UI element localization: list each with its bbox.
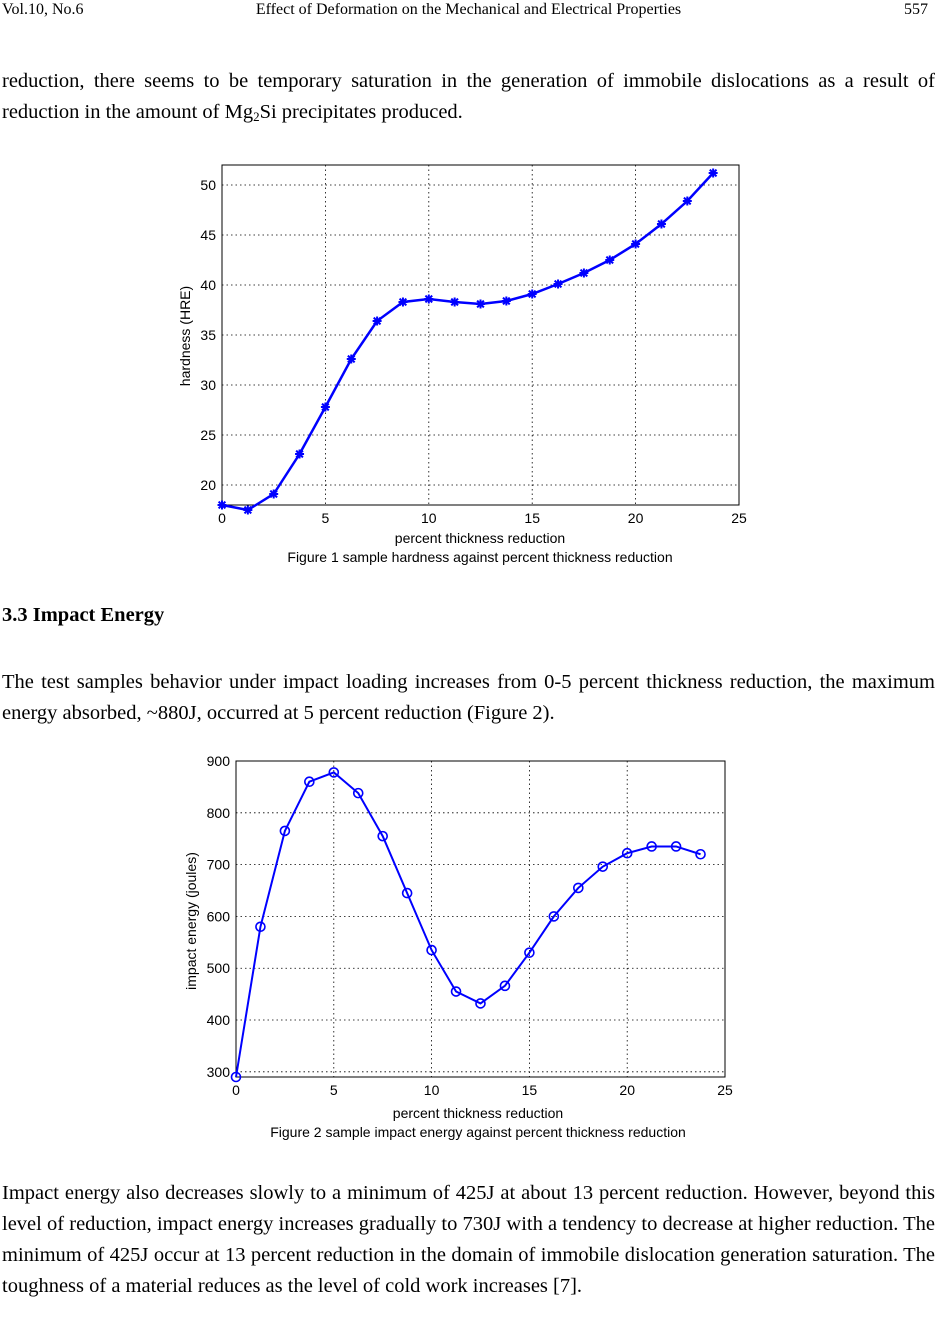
paragraph-discussion: Impact energy also decreases slowly to a… — [2, 1182, 935, 1297]
y-tick-label: 700 — [207, 857, 231, 873]
y-axis-label: hardness (HRE) — [177, 286, 193, 386]
x-axis-label: percent thickness reduction — [393, 1105, 563, 1121]
x-tick-label: 15 — [524, 510, 540, 526]
data-point — [217, 500, 227, 510]
data-point — [682, 196, 692, 206]
grid-lines — [221, 165, 740, 505]
data-point — [499, 980, 511, 992]
x-tick-label: 5 — [322, 510, 330, 526]
data-point — [328, 767, 340, 778]
running-title: Effect of Deformation on the Mechanical … — [255, 1, 682, 18]
data-point — [377, 830, 388, 842]
section-heading: 3.3 Impact Energy — [2, 604, 165, 626]
data-point — [572, 882, 584, 894]
x-tick-label: 20 — [619, 1082, 635, 1098]
data-point — [346, 354, 356, 364]
data-point — [295, 449, 305, 459]
y-tick-labels: 20 25 30 35 40 45 50 — [200, 177, 216, 493]
y-tick-label: 500 — [207, 960, 231, 976]
figure-1-caption: Figure 1 sample hardness against percent… — [287, 549, 672, 565]
x-tick-label: 20 — [628, 510, 644, 526]
data-point — [320, 402, 330, 412]
hardness-series-line — [221, 172, 715, 512]
data-point — [524, 947, 535, 958]
data-point — [656, 219, 666, 229]
y-tick-labels: 300 400 500 600 700 800 900 — [207, 753, 231, 1080]
running-header: Vol.10, No.6 Effect of Deformation on th… — [0, 0, 937, 24]
formula-subscript: 2 — [253, 109, 260, 124]
y-tick-label: 900 — [207, 753, 231, 769]
x-tick-label: 0 — [232, 1082, 240, 1098]
data-point — [553, 279, 563, 289]
data-point — [372, 316, 382, 326]
y-tick-label: 800 — [207, 805, 231, 821]
data-point — [304, 776, 315, 788]
data-point — [579, 268, 589, 278]
data-point — [548, 911, 560, 922]
x-tick-label: 0 — [218, 510, 226, 526]
data-point — [527, 289, 537, 299]
data-point — [646, 841, 657, 852]
data-point — [255, 921, 266, 933]
data-point — [476, 299, 485, 309]
data-point — [269, 489, 279, 499]
data-point — [424, 294, 434, 304]
impact-energy-series-markers — [230, 767, 706, 1083]
plot-area — [235, 760, 726, 1078]
y-tick-label: 50 — [200, 177, 216, 193]
data-point — [670, 841, 682, 852]
data-point — [450, 297, 460, 307]
data-point — [398, 297, 408, 307]
y-tick-label: 400 — [207, 1012, 231, 1028]
x-tick-label: 10 — [421, 510, 437, 526]
data-point — [352, 787, 364, 799]
data-point — [708, 168, 718, 178]
y-tick-label: 45 — [200, 227, 216, 243]
data-point — [605, 255, 615, 265]
data-point — [597, 861, 609, 872]
data-point — [230, 1071, 242, 1083]
y-tick-label: 20 — [200, 477, 216, 493]
data-point — [475, 998, 486, 1009]
data-point — [695, 848, 706, 860]
y-axis-label: impact energy (joules) — [183, 852, 199, 990]
data-point — [450, 986, 462, 997]
x-tick-label: 15 — [522, 1082, 538, 1098]
y-tick-label: 35 — [200, 327, 216, 343]
data-point — [401, 887, 413, 899]
grid-lines — [235, 760, 726, 1077]
x-tick-label: 25 — [731, 510, 747, 526]
paragraph-intro: reduction, there seems to be temporary s… — [2, 66, 935, 132]
figure-1-hardness-chart: 20 25 30 35 40 45 50 0 5 10 15 20 25 hardness (HRE)… — [177, 164, 747, 565]
data-point — [279, 825, 291, 837]
y-tick-label: 40 — [200, 277, 216, 293]
y-tick-label: 25 — [200, 427, 216, 443]
figure-2-caption: Figure 2 sample impact energy against pe… — [270, 1124, 686, 1140]
hardness-series-markers — [217, 168, 718, 515]
x-tick-label: 5 — [330, 1082, 338, 1098]
journal-volume: Vol.10, No.6 — [2, 1, 84, 18]
data-point — [631, 239, 641, 249]
data-point — [243, 505, 253, 515]
x-tick-labels: 0 5 10 15 20 25 — [218, 510, 747, 526]
x-tick-label: 10 — [424, 1082, 440, 1098]
figure-2-impact-energy-chart: 300 400 500 600 700 800 900 0 5 10 15 20 25 impact … — [183, 753, 733, 1140]
y-tick-label: 30 — [200, 377, 216, 393]
x-axis-label: percent thickness reduction — [395, 530, 565, 546]
data-point — [621, 847, 633, 859]
x-tick-labels: 0 5 10 15 20 25 — [232, 1082, 733, 1098]
y-tick-label: 300 — [207, 1064, 231, 1080]
data-point — [426, 944, 437, 956]
data-point — [501, 296, 511, 306]
paragraph-intro-tail: Si precipitates produced. — [259, 101, 463, 123]
paragraph-impact: The test samples behavior under impact l… — [2, 671, 935, 724]
y-tick-label: 600 — [207, 908, 231, 924]
paragraph-intro-text: reduction, there seems to be temporary s… — [2, 70, 935, 123]
page-number: 557 — [904, 1, 928, 18]
x-tick-label: 25 — [717, 1082, 733, 1098]
